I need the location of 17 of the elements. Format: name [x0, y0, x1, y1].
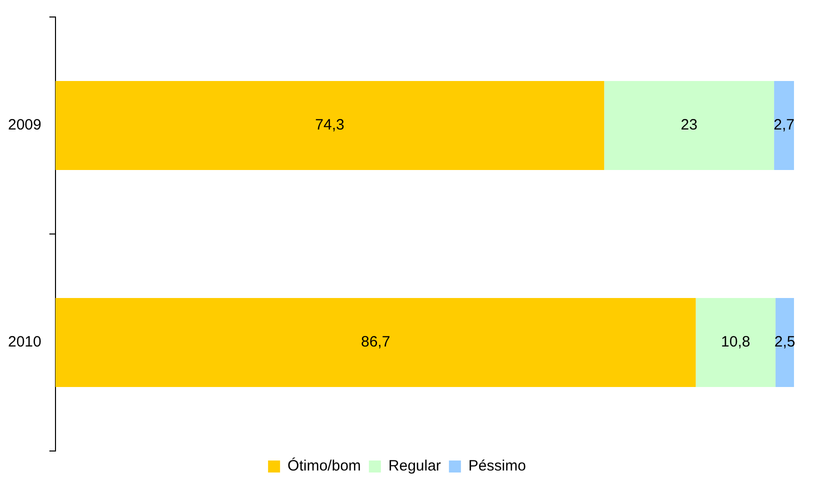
data-label: 23: [680, 116, 698, 134]
data-label: 2,5: [774, 334, 796, 351]
data-label: 10,8: [721, 334, 750, 351]
y-tick-label: 2009: [8, 116, 42, 134]
legend-label: Péssimo: [468, 458, 526, 475]
bar: [55, 81, 604, 170]
y-tick-label: 2010: [8, 334, 42, 351]
bar: [774, 81, 794, 170]
data-label: 74,3: [315, 116, 344, 134]
bar: [696, 298, 776, 387]
legend-label: Ótimo/bom: [288, 456, 361, 475]
legend-label: Regular: [388, 458, 441, 475]
bar: [604, 81, 774, 170]
bar: [55, 298, 696, 387]
data-label: 2,7: [774, 116, 794, 134]
data-label: 86,7: [360, 334, 390, 351]
bar: [776, 298, 794, 387]
